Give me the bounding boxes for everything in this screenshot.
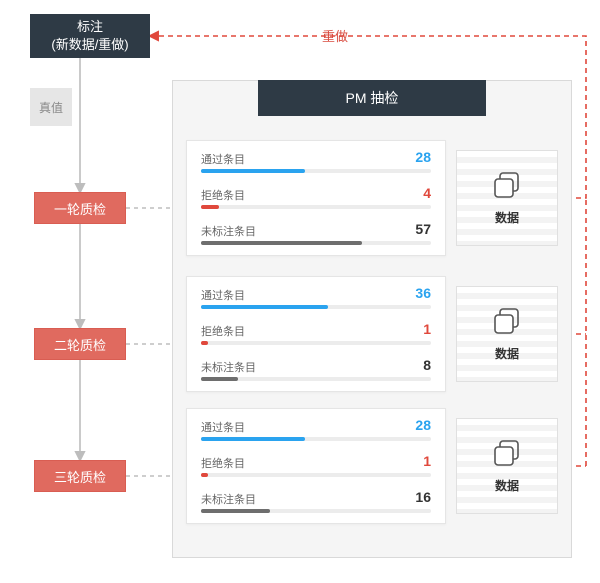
data-tile-2: 数据 (456, 286, 558, 382)
copy-icon (492, 171, 522, 201)
annotation-subtitle: (新数据/重做) (31, 36, 149, 54)
data-tile-1: 数据 (456, 150, 558, 246)
stage-label: 一轮质检 (54, 199, 106, 218)
metric-untagged-label: 未标注条目 (201, 223, 256, 239)
metric-pass-label: 通过条目 (201, 151, 245, 167)
metric-untagged-value: 57 (415, 221, 431, 237)
truth-label: 真值 (39, 99, 63, 116)
truth-box: 真值 (30, 88, 72, 126)
stage-label: 二轮质检 (54, 335, 106, 354)
pm-header: PM 抽检 (258, 80, 486, 116)
qc-card-1: 通过条目 28 拒绝条目 4 未标注条目 57 (186, 140, 446, 256)
annotation-box: 标注 (新数据/重做) (30, 14, 150, 58)
data-tile-label: 数据 (495, 209, 519, 226)
data-tile-3: 数据 (456, 418, 558, 514)
stage-box-1: 一轮质检 (34, 192, 126, 224)
stage-label: 三轮质检 (54, 467, 106, 486)
copy-icon (492, 307, 522, 337)
stage-box-2: 二轮质检 (34, 328, 126, 360)
metric-reject-value: 4 (423, 185, 431, 201)
copy-icon (492, 439, 522, 469)
metric-pass-value: 28 (415, 149, 431, 165)
pm-title: PM 抽检 (346, 88, 399, 108)
redo-label: 重做 (322, 26, 348, 45)
qc-card-3: 通过条目 28 拒绝条目 1 未标注条目 16 (186, 408, 446, 524)
annotation-title: 标注 (31, 18, 149, 36)
metric-reject-label: 拒绝条目 (201, 187, 245, 203)
stage-box-3: 三轮质检 (34, 460, 126, 492)
qc-card-2: 通过条目 36 拒绝条目 1 未标注条目 8 (186, 276, 446, 392)
